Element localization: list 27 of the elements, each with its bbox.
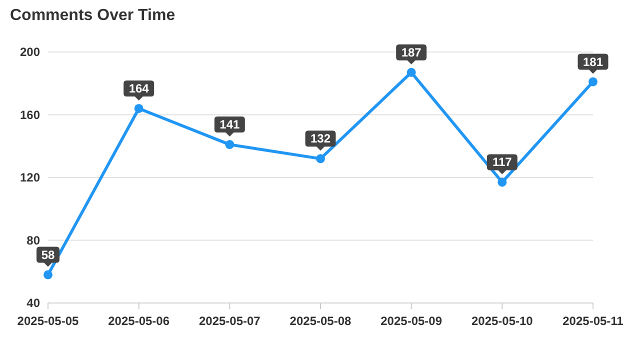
point <box>44 270 52 280</box>
x-tick-label: 2025-05-08 <box>290 314 352 328</box>
x-tick-label: 2025-05-10 <box>471 314 534 328</box>
x-tick-label: 2025-05-11 <box>562 314 624 328</box>
data-label: 181 <box>582 54 604 69</box>
y-tick-label: 160 <box>20 108 40 122</box>
point <box>134 104 144 113</box>
y-tick-label: 120 <box>20 170 40 184</box>
data-label: 141 <box>220 118 240 132</box>
x-tick-label: 2025-05-09 <box>380 314 442 328</box>
point <box>225 140 234 150</box>
point <box>498 178 507 187</box>
y-tick-label: 200 <box>20 45 40 59</box>
data-label: 117 <box>492 155 512 170</box>
data-label: 164 <box>128 81 150 96</box>
chart-title: Comments Over Time <box>10 7 176 24</box>
data-label: 132 <box>310 132 331 146</box>
data-label: 58 <box>41 248 55 262</box>
point <box>316 154 325 164</box>
x-tick-label: 2025-05-05 <box>17 314 80 328</box>
y-tick-label: 40 <box>26 296 40 310</box>
point <box>406 68 416 77</box>
data-label: 187 <box>401 45 422 60</box>
y-tick-label: 80 <box>26 233 40 248</box>
x-tick-label: 2025-05-06 <box>108 314 170 328</box>
x-tick-label: 2025-05-07 <box>198 314 261 328</box>
point <box>588 77 598 86</box>
